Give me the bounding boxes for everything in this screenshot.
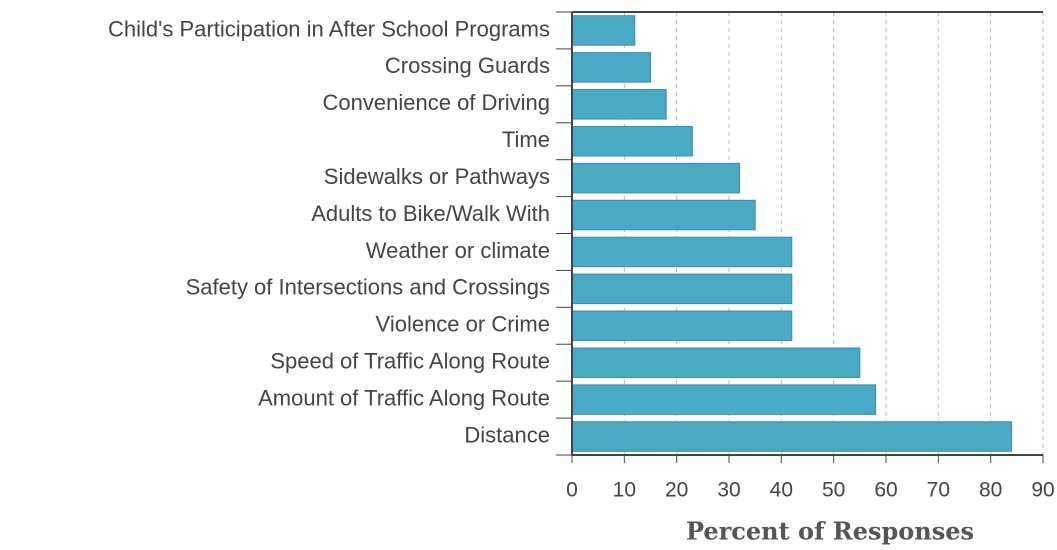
bar bbox=[571, 347, 861, 378]
x-tick-label: 60 bbox=[874, 479, 897, 502]
y-tick-label: Distance bbox=[464, 422, 550, 447]
x-axis-title: Percent of Responses bbox=[686, 517, 974, 546]
y-tick-label: Crossing Guards bbox=[385, 53, 550, 78]
y-tick-label: Adults to Bike/Walk With bbox=[311, 201, 550, 226]
bar bbox=[571, 421, 1013, 452]
x-tick-label: 80 bbox=[979, 479, 1002, 502]
y-tick-label: Time bbox=[502, 127, 550, 152]
y-tick-label: Safety of Intersections and Crossings bbox=[186, 275, 550, 300]
x-tick-label: 20 bbox=[665, 479, 688, 502]
y-tick-label: Amount of Traffic Along Route bbox=[258, 385, 550, 410]
y-tick-label: Weather or climate bbox=[366, 238, 550, 263]
bar bbox=[571, 236, 793, 268]
x-tick-label: 30 bbox=[717, 479, 740, 502]
x-tick-label: 50 bbox=[822, 479, 845, 502]
x-tick-label: 0 bbox=[566, 479, 578, 502]
x-tick-label: 90 bbox=[1031, 479, 1054, 502]
bar bbox=[571, 89, 667, 120]
x-tick-label: 10 bbox=[613, 479, 636, 502]
bar bbox=[571, 384, 877, 415]
bar bbox=[571, 162, 740, 194]
bar bbox=[571, 15, 636, 46]
x-tick-label: 70 bbox=[927, 479, 950, 502]
y-tick-label: Violence or Crime bbox=[376, 312, 550, 337]
bar bbox=[571, 273, 793, 305]
bar bbox=[571, 310, 793, 342]
y-tick-label: Speed of Traffic Along Route bbox=[270, 349, 550, 374]
bar bbox=[571, 125, 693, 157]
y-tick-label: Child's Participation in After School Pr… bbox=[108, 16, 550, 41]
y-tick-label: Convenience of Driving bbox=[323, 90, 550, 115]
bar bbox=[571, 52, 651, 83]
x-tick-label: 40 bbox=[770, 479, 793, 502]
bar bbox=[571, 199, 756, 231]
y-tick-label: Sidewalks or Pathways bbox=[324, 164, 550, 189]
